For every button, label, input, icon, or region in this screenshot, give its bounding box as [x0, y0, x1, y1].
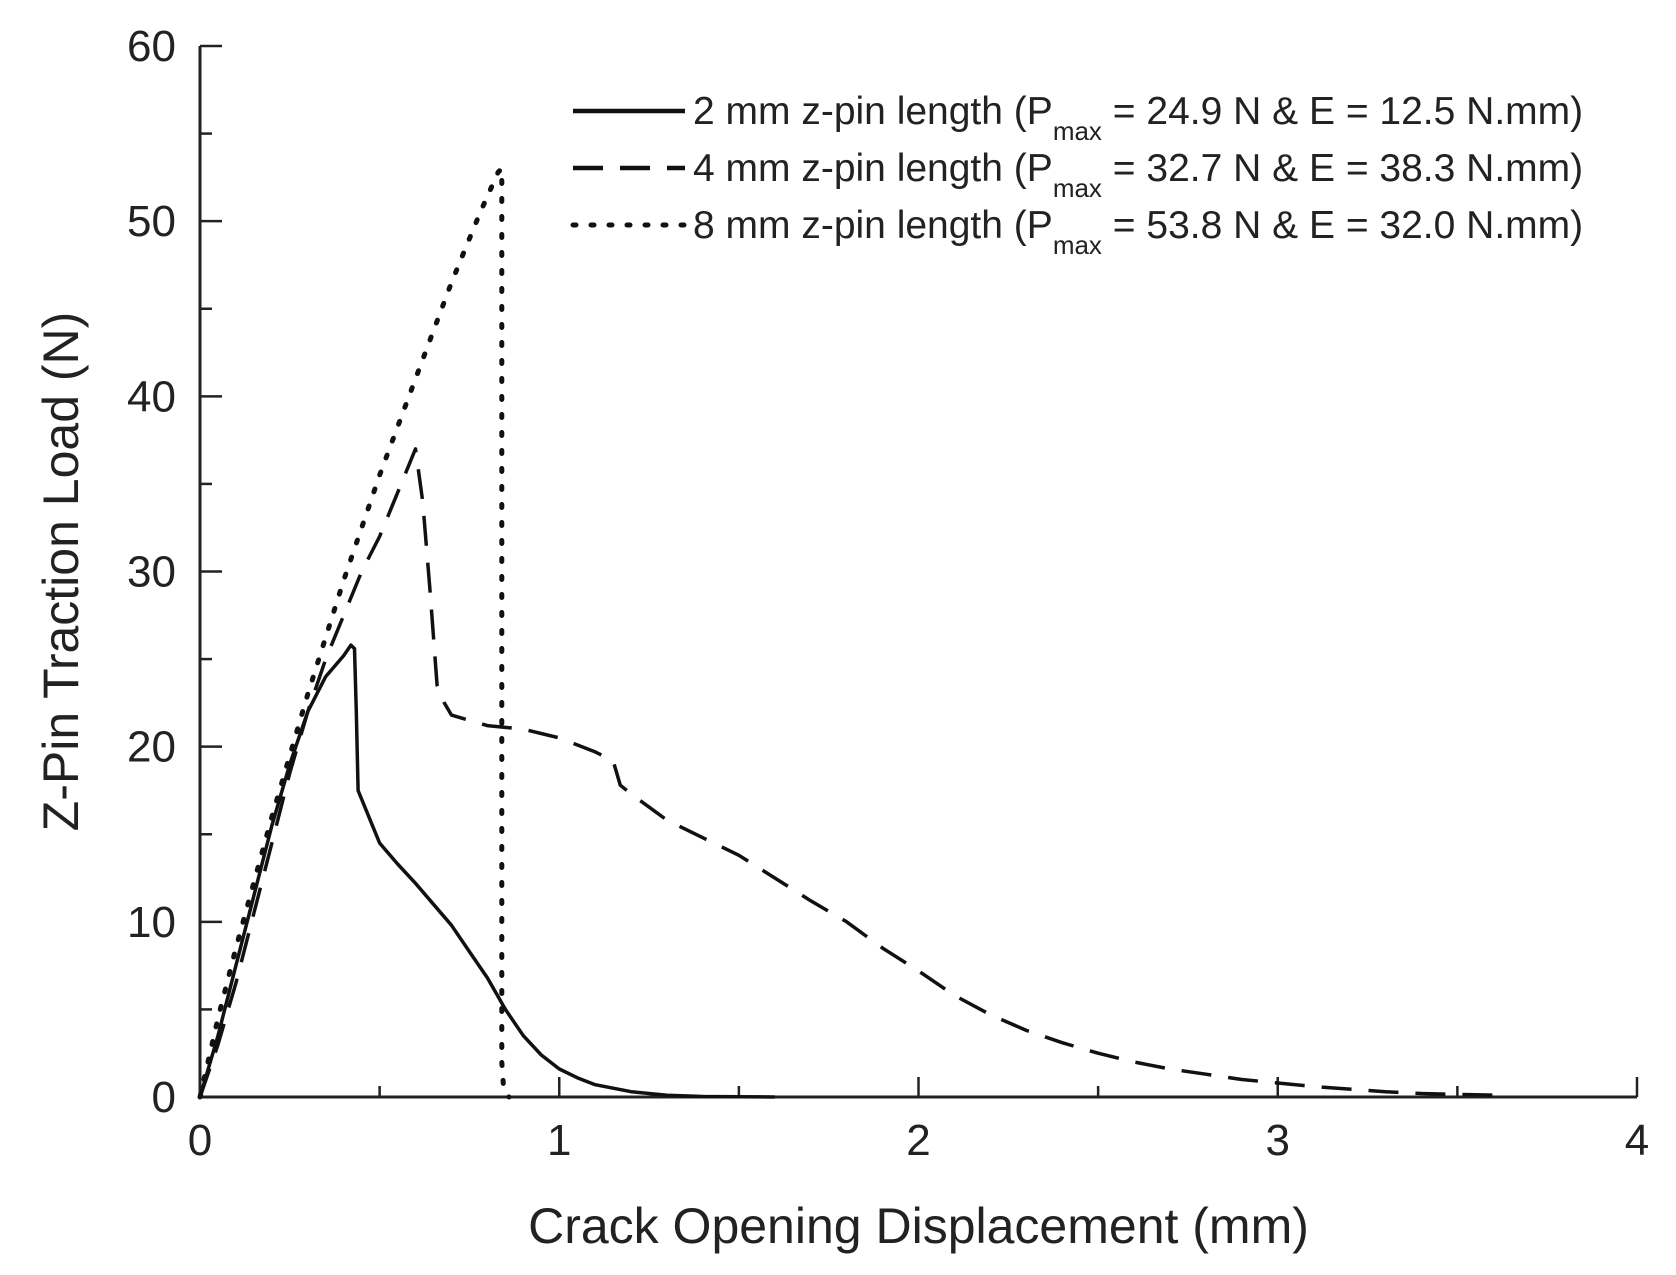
series-line-3	[197, 166, 512, 1100]
x-tick-label: 4	[1625, 1116, 1649, 1165]
y-tick-label: 0	[152, 1073, 176, 1122]
legend-label-3: 8 mm z-pin length (Pmax = 53.8 N & E = 3…	[693, 204, 1583, 260]
x-tick-label: 0	[188, 1116, 212, 1165]
x-tick-label: 2	[906, 1116, 930, 1165]
series-line-2	[198, 447, 1494, 1098]
y-tick-label: 30	[127, 548, 176, 597]
y-tick-label: 40	[127, 372, 176, 421]
series-line-1	[198, 643, 775, 1099]
y-tick-label: 10	[127, 898, 176, 947]
y-tick-label: 50	[127, 197, 176, 246]
x-axis-title: Crack Opening Displacement (mm)	[528, 1198, 1309, 1254]
x-tick-label: 1	[547, 1116, 571, 1165]
y-tick-label: 20	[127, 723, 176, 772]
legend: 2 mm z-pin length (Pmax = 24.9 N & E = 1…	[570, 90, 1583, 260]
legend-label-2: 4 mm z-pin length (Pmax = 32.7 N & E = 3…	[693, 147, 1583, 203]
series-layer	[197, 166, 1494, 1100]
legend-label-1: 2 mm z-pin length (Pmax = 24.9 N & E = 1…	[693, 90, 1583, 146]
y-axis-title: Z-Pin Traction Load (N)	[33, 312, 89, 832]
y-tick-label: 60	[127, 22, 176, 71]
x-tick-label: 3	[1266, 1116, 1290, 1165]
